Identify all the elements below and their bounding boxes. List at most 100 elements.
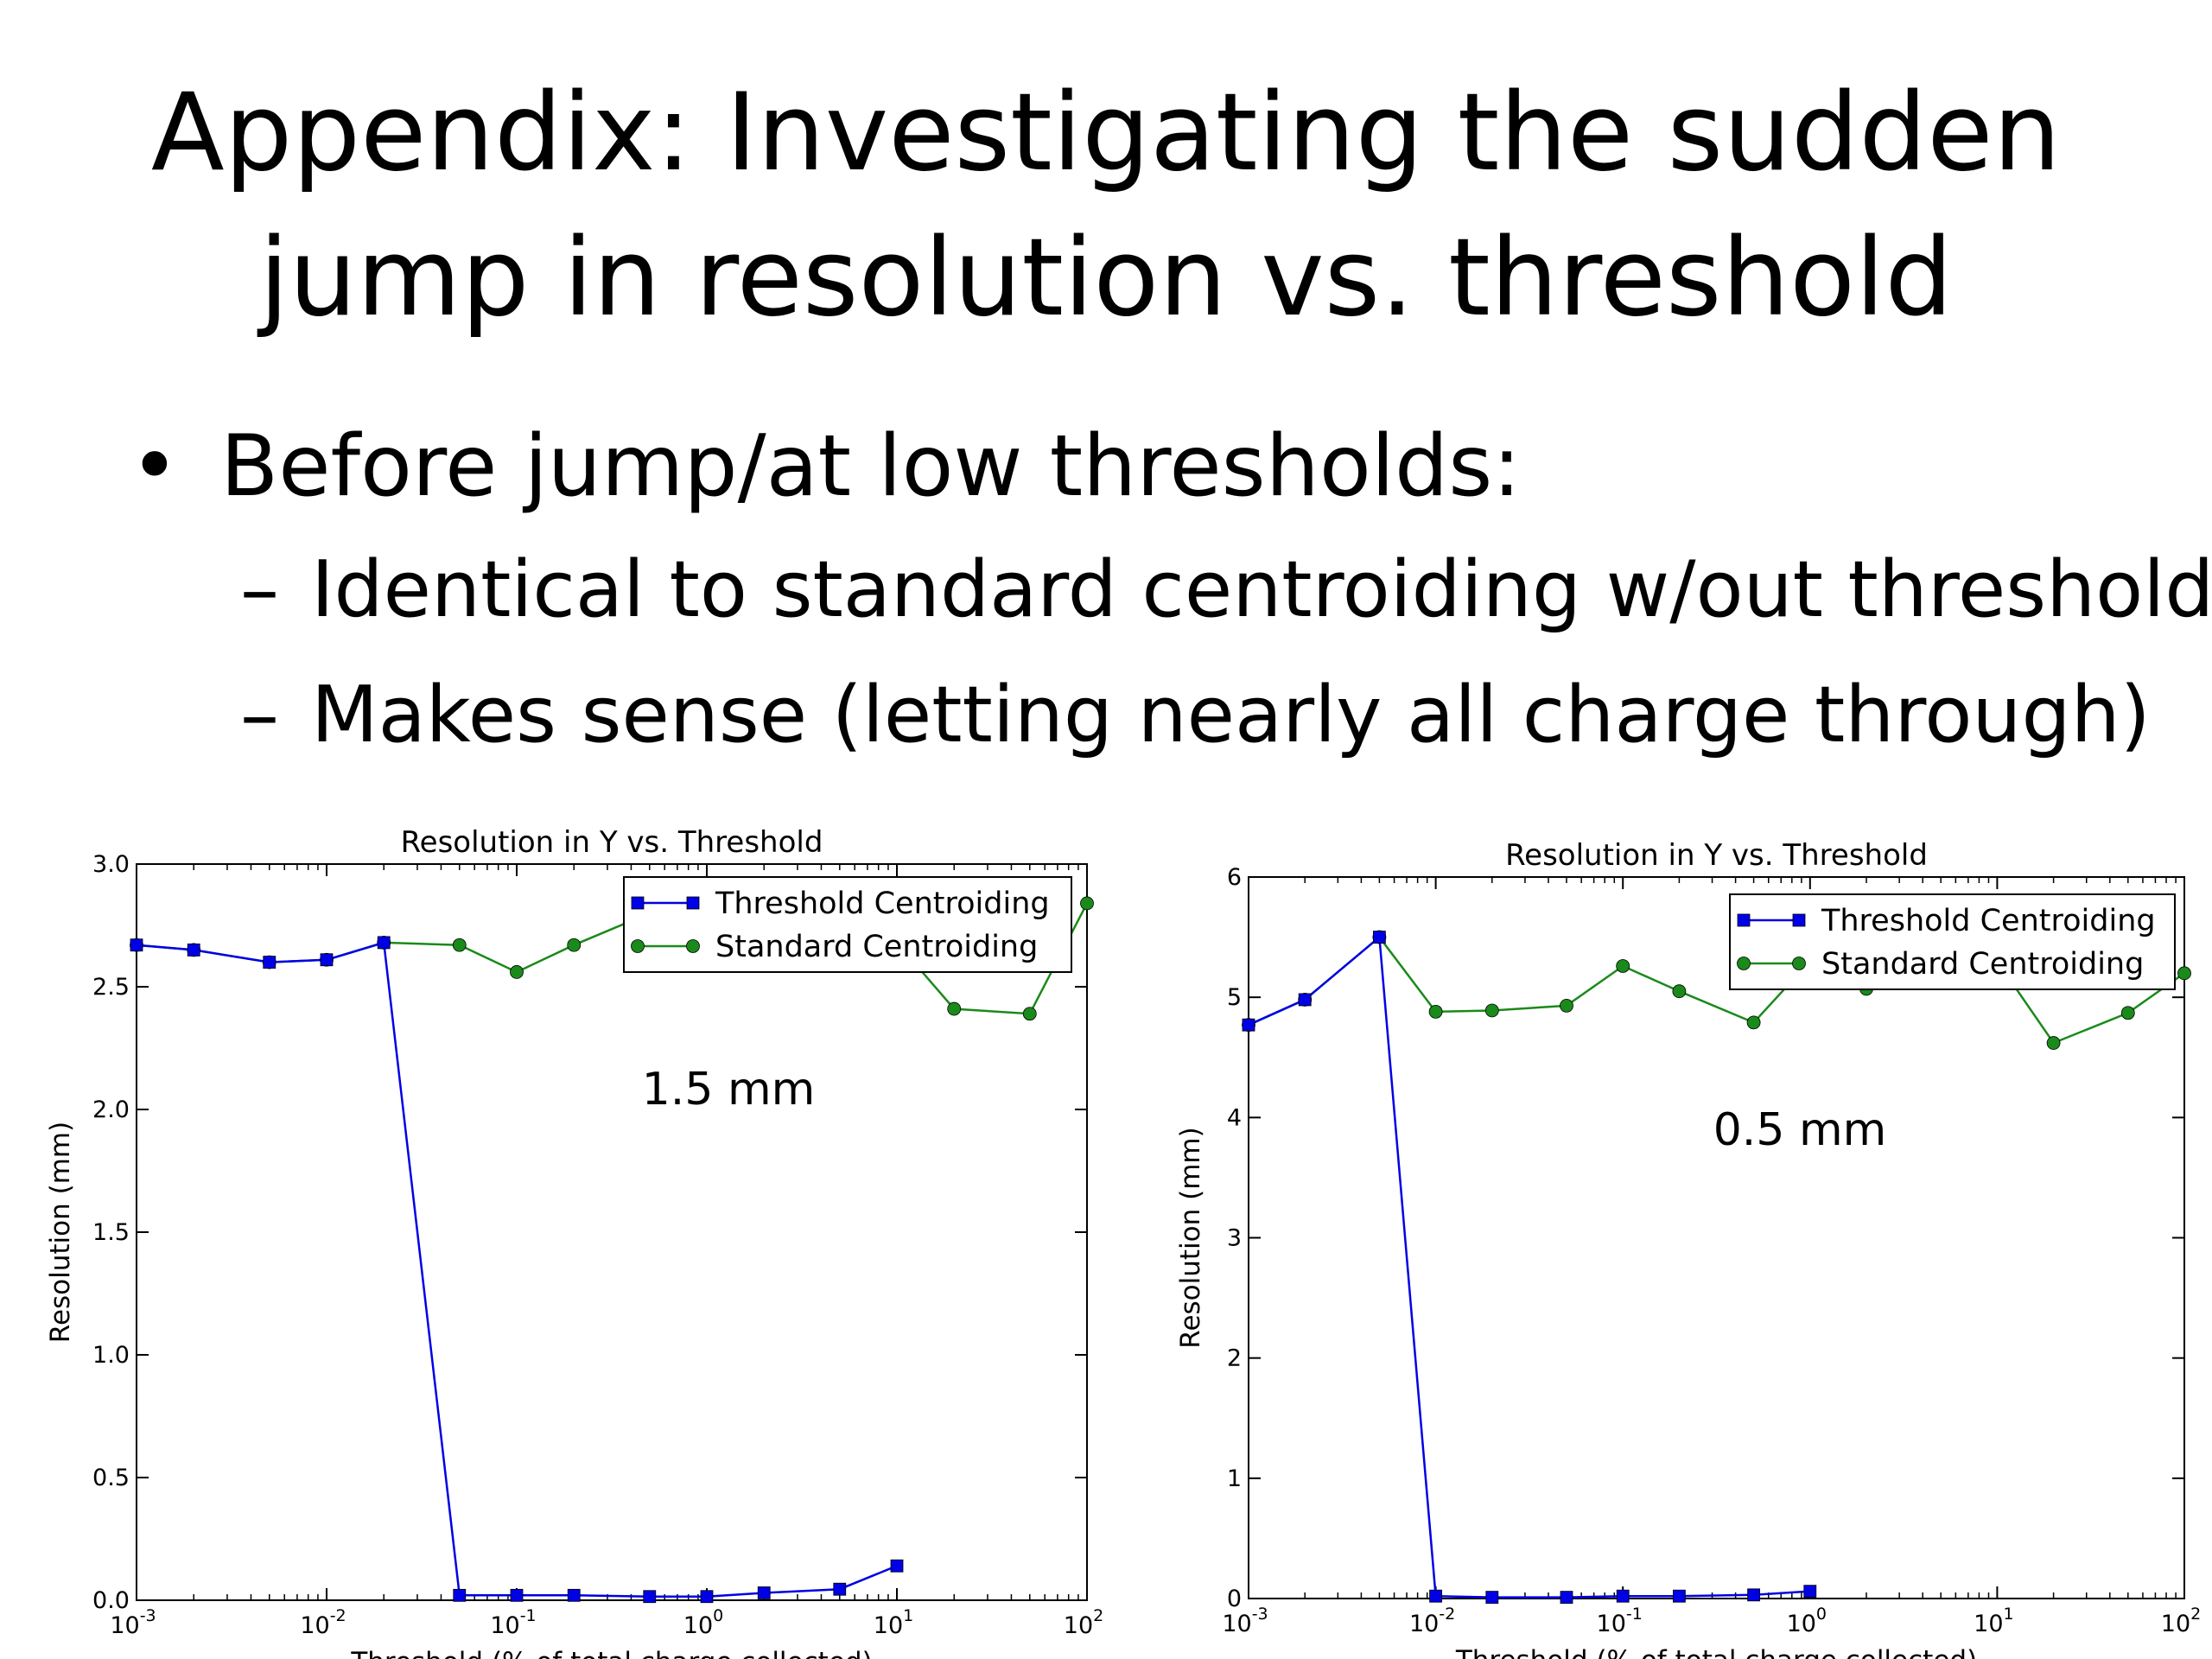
x-axis-label: Threshold (% of total charge collected) [350, 1647, 872, 1659]
x-tick-exponent: 0 [1816, 1605, 1827, 1624]
y-tick-label: 1 [1227, 1465, 1242, 1492]
x-tick-label: 101 [1974, 1605, 2013, 1637]
x-tick-exponent: 2 [1093, 1606, 1103, 1625]
plot-area [130, 896, 1094, 1604]
threshold-point [643, 1590, 657, 1604]
x-axis-label: Threshold (% of total charge collected) [1455, 1645, 1977, 1659]
legend-marker [1792, 957, 1806, 970]
y-tick-label: 2 [1227, 1345, 1242, 1372]
y-tick-label: 5 [1227, 984, 1242, 1011]
legend-box [1729, 893, 2176, 990]
slide-title: Appendix: Investigating the sudden jump … [0, 60, 2212, 351]
y-tick-label: 3 [1227, 1225, 1242, 1252]
series-line-threshold [136, 941, 898, 1598]
threshold-point [757, 1586, 771, 1599]
legend-marker [686, 896, 700, 910]
slide-title-line-1: Appendix: Investigating the sudden [150, 71, 2062, 195]
legend: Threshold Centroiding Standard Centroidin… [1729, 893, 2176, 990]
legend-label: Standard Centroiding [1821, 947, 2144, 982]
y-tick-label: 1.5 [92, 1219, 130, 1246]
chart-annotation: 1.5 mm [642, 1064, 816, 1116]
bullet-item: • Before jump/at low thresholds: [130, 406, 2212, 527]
sub-bullet-item: – Identical to standard centroiding w/out… [130, 527, 2212, 652]
legend-label: Threshold Centroiding [1821, 904, 2156, 938]
y-tick-label: 0.5 [92, 1465, 130, 1491]
x-tick-label: 100 [683, 1606, 723, 1639]
x-tick-exponent: 0 [713, 1606, 723, 1625]
sub-bullet-item: – Makes sense (letting nearly all charge … [130, 652, 2212, 778]
legend-label: Threshold Centroiding [715, 887, 1050, 921]
x-tick-label: 102 [2161, 1605, 2201, 1637]
legend-box [623, 876, 1072, 973]
y-tick-label: 0.0 [92, 1587, 130, 1614]
x-tick-exponent: -2 [1439, 1605, 1455, 1624]
y-axis-label: Resolution (mm) [45, 1122, 76, 1343]
x-tick-exponent: -3 [140, 1606, 156, 1625]
x-tick-exponent: -2 [330, 1606, 346, 1625]
x-tick-label: 10-2 [300, 1606, 346, 1639]
threshold-point [1747, 1588, 1760, 1602]
sub-bullet-text: Makes sense (letting nearly all charge t… [311, 670, 2151, 760]
y-tick-label: 6 [1227, 864, 1242, 891]
standard-point [2177, 966, 2191, 981]
series-line-threshold [1248, 935, 1810, 1599]
y-tick-label: 4 [1227, 1104, 1242, 1131]
plot-frame [136, 863, 1088, 1601]
chart-annotation: 0.5 mm [1713, 1104, 1887, 1156]
x-tick-exponent: 1 [903, 1606, 913, 1625]
threshold-point [1560, 1591, 1573, 1605]
standard-point [1560, 999, 1573, 1013]
x-tick-label: 10-1 [1597, 1605, 1643, 1637]
legend-marker [631, 896, 645, 910]
legend-marker [1737, 957, 1751, 970]
x-tick-exponent: 2 [2190, 1605, 2201, 1624]
threshold-point [453, 1588, 467, 1602]
bullet-list: • Before jump/at low thresholds: – Identic… [130, 406, 2212, 778]
y-tick-label: 2.0 [92, 1096, 130, 1123]
y-axis-label: Resolution (mm) [1175, 1127, 1206, 1348]
sub-bullet-dash: – [240, 544, 279, 635]
standard-point [1746, 1015, 1761, 1030]
y-tick-label: 1.0 [92, 1342, 130, 1369]
threshold-point [130, 938, 143, 952]
bullet-text: Before jump/at low thresholds: [220, 417, 1522, 516]
threshold-point [187, 943, 200, 957]
standard-point [1672, 984, 1687, 999]
y-tick-label: 2.5 [92, 974, 130, 1001]
y-tick-label: 3.0 [92, 851, 130, 878]
threshold-point [1803, 1585, 1817, 1599]
sub-bullet-text: Identical to standard centroiding w/out … [311, 544, 2212, 635]
threshold-point [1616, 1589, 1630, 1603]
slide-title-line-2: jump in resolution vs. threshold [258, 216, 1954, 340]
x-tick-label: 10-1 [490, 1606, 536, 1639]
standard-point [2120, 1006, 2135, 1020]
standard-point [452, 938, 467, 952]
legend-label: Standard Centroiding [715, 930, 1038, 964]
x-tick-exponent: 1 [2004, 1605, 2014, 1624]
threshold-point [567, 1588, 581, 1602]
x-tick-label: 100 [1787, 1605, 1827, 1637]
threshold-point [320, 953, 334, 967]
x-tick-label: 101 [874, 1606, 913, 1639]
threshold-point [1485, 1591, 1499, 1605]
chart-left: Resolution in Y vs. Threshold 1 0 -3 10-2 10-… [45, 825, 1103, 1659]
x-tick-exponent: -3 [1252, 1605, 1268, 1624]
x-tick-exponent: -1 [1626, 1605, 1643, 1624]
threshold-point [890, 1559, 904, 1573]
bullet-dot: • [130, 417, 180, 516]
series-line-standard [1248, 935, 2185, 1045]
standard-point [567, 938, 582, 952]
legend-marker [1792, 913, 1806, 927]
x-tick-exponent: -1 [520, 1606, 537, 1625]
legend: Threshold Centroiding Standard Centroidin… [623, 876, 1072, 973]
threshold-point [377, 936, 391, 950]
threshold-point [1372, 931, 1386, 944]
threshold-point [263, 956, 276, 969]
legend-marker [631, 939, 645, 953]
x-tick-label: 10-2 [1409, 1605, 1455, 1637]
threshold-point [1242, 1018, 1255, 1032]
threshold-point [510, 1588, 524, 1602]
legend-marker [686, 939, 700, 953]
legend-marker [1737, 913, 1751, 927]
threshold-point [700, 1590, 714, 1604]
